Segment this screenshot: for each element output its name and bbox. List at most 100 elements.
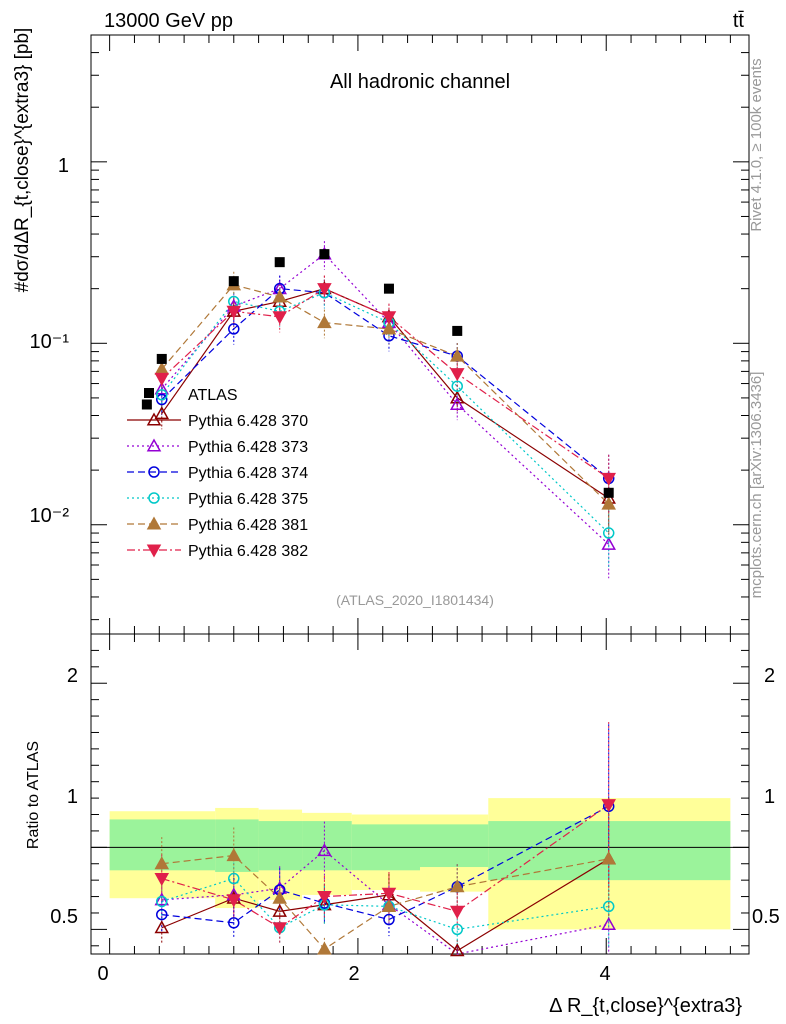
legend-marker-381 (146, 516, 162, 530)
atlas-data-point (156, 353, 167, 364)
ratio-y-tick-label-right-1: 1 (764, 786, 775, 808)
analysis-id: (ATLAS_2020_I1801434) (336, 592, 494, 608)
ratio-marker-381 (154, 856, 170, 870)
ratio-marker-370 (449, 943, 465, 957)
ratio-marker-381 (449, 879, 465, 893)
mcplots-source-label: mcplots.cern.ch [arXiv:1306.3436] (748, 372, 765, 599)
ratio-y-tick-label-right-2: 2 (764, 665, 775, 687)
legend-marker-382 (146, 544, 162, 558)
atlas-data-point (452, 325, 463, 336)
ratio-band-inner-2 (258, 821, 303, 871)
x-tick-label-4: 4 (599, 963, 610, 985)
ratio-marker-382 (317, 891, 332, 905)
chart-title: All hadronic channel (330, 71, 510, 93)
ratio-marker-381 (226, 847, 242, 862)
ratio-marker-382 (226, 894, 242, 908)
legend: ATLAS Pythia 6.428 370 Pythia 6.428 373 … (127, 387, 308, 560)
main-marker-381 (272, 289, 287, 303)
ratio-band-inner-6 (488, 821, 731, 881)
ratio-marker-375 (156, 895, 168, 908)
legend-atlas-marker (144, 388, 154, 398)
ratio-marker-382 (272, 922, 287, 936)
main-marker-370 (449, 390, 465, 404)
atlas-data-point (274, 257, 285, 268)
ratio-band-inner-3 (302, 821, 352, 871)
main-marker-381 (317, 315, 332, 329)
ratio-marker-382 (601, 799, 616, 813)
legend-marker-370 (146, 412, 162, 426)
legend-label-370: Pythia 6.428 370 (188, 413, 308, 430)
ratio-marker-381 (381, 898, 397, 912)
ratio-marker-373 (601, 916, 616, 931)
ratio-marker-381 (272, 890, 287, 904)
ratio-marker-374 (228, 917, 240, 929)
atlas-data-point (383, 283, 394, 294)
main-marker-382 (449, 368, 465, 382)
main-marker-382 (226, 305, 242, 319)
atlas-data-point (228, 276, 239, 287)
main-y-tick-label-0p01: 10⁻² (30, 505, 70, 527)
atlas-data-point (319, 249, 330, 260)
main-marker-370 (154, 406, 170, 420)
ratio-band-inner-5 (420, 824, 489, 868)
ratio-y-tick-label-1: 1 (67, 786, 78, 808)
series-markers (154, 246, 616, 957)
x-axis-ticks (109, 35, 731, 954)
rivet-version-label: Rivet 4.1.0, ≥ 100k events (748, 58, 765, 231)
ratio-marker-375 (228, 872, 240, 885)
main-marker-382 (272, 311, 287, 325)
main-marker-375 (156, 389, 168, 401)
ratio-y-tick-label-2: 2 (67, 665, 78, 687)
legend-label-382: Pythia 6.428 382 (188, 543, 308, 560)
ratio-marker-381 (317, 941, 332, 955)
legend-marker-374 (148, 466, 160, 478)
ratio-band-inner-1 (215, 819, 259, 872)
main-marker-375 (602, 527, 615, 539)
ratio-uncertainty-bands (109, 798, 731, 930)
x-axis-label: Δ R_{t,close}^{extra3} (549, 995, 742, 1017)
ratio-marker-375 (451, 923, 463, 936)
ratio-marker-382 (154, 872, 170, 887)
ratio-y-axis-label: Ratio to ATLAS (25, 741, 42, 849)
main-marker-381 (381, 321, 397, 335)
ratio-marker-370 (272, 903, 287, 917)
legend-label-375: Pythia 6.428 375 (188, 491, 308, 508)
main-panel-ticks (91, 34, 749, 621)
ratio-marker-374 (383, 913, 395, 926)
ratio-marker-370 (154, 920, 170, 934)
ratio-line-374 (161, 805, 609, 924)
ratio-panel-frame (90, 633, 750, 955)
atlas-data-point (603, 487, 614, 498)
main-y-tick-label-1: 1 (58, 155, 69, 177)
atlas-data-point (141, 399, 152, 410)
main-marker-382 (601, 472, 616, 486)
main-marker-382 (317, 283, 332, 297)
ratio-y-tick-label-right-0p5: 0.5 (752, 906, 780, 928)
ratio-y-tick-label-0p5: 0.5 (50, 906, 78, 928)
legend-label-374: Pythia 6.428 374 (188, 465, 308, 482)
legend-label-atlas: ATLAS (188, 387, 238, 404)
main-marker-373 (601, 536, 616, 550)
x-tick-label-2: 2 (348, 963, 359, 985)
ratio-marker-382 (381, 887, 397, 901)
main-marker-374 (156, 393, 168, 406)
ratio-marker-373 (317, 843, 332, 857)
main-marker-374 (228, 323, 240, 335)
legend-marker-375 (148, 492, 160, 504)
legend-label-373: Pythia 6.428 373 (188, 439, 308, 456)
ratio-marker-373 (154, 892, 170, 906)
ratio-marker-382 (449, 905, 465, 919)
ratio-marker-375 (602, 900, 615, 913)
legend-marker-373 (146, 438, 162, 452)
main-marker-382 (154, 372, 170, 387)
ratio-marker-374 (156, 908, 168, 921)
main-marker-382 (381, 311, 397, 325)
x-tick-label-0: 0 (97, 963, 108, 985)
main-y-tick-label-0p1: 10⁻¹ (30, 331, 70, 353)
main-marker-373 (449, 396, 465, 411)
ratio-marker-381 (601, 851, 616, 865)
energy-label: 13000 GeV pp (104, 10, 233, 32)
main-marker-381 (601, 496, 616, 510)
main-marker-381 (449, 348, 465, 362)
